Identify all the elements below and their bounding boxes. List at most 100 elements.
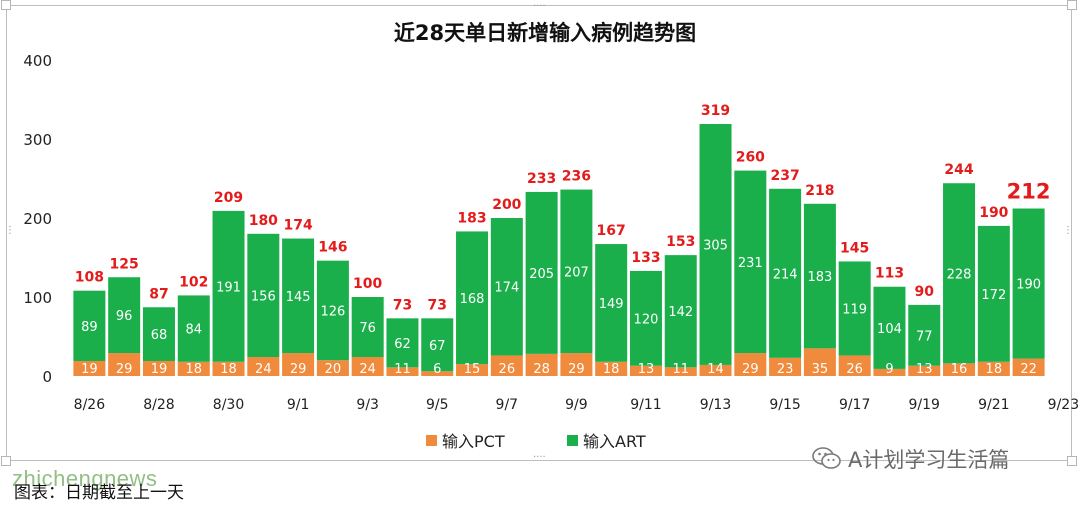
chart-title: 近28天单日新增输入病例趋势图: [394, 21, 696, 45]
data-label-pct: 22: [1020, 362, 1037, 377]
data-label-total: 125: [110, 256, 139, 272]
data-label-pct: 29: [568, 362, 585, 377]
data-label-total: 102: [179, 274, 208, 290]
data-label-art: 172: [981, 288, 1006, 303]
data-label-total: 190: [979, 205, 1008, 221]
x-tick-label: 8/30: [213, 397, 244, 413]
legend-swatch: [426, 435, 437, 446]
data-label-art: 305: [703, 238, 728, 253]
data-label-art: 228: [947, 267, 972, 282]
data-label-pct: 13: [638, 362, 655, 377]
x-tick-label: 9/13: [700, 397, 731, 413]
x-tick-label: 9/19: [909, 397, 940, 413]
data-label-pct: 24: [255, 362, 272, 377]
x-tick-label: 8/28: [143, 397, 174, 413]
data-label-art: 76: [359, 321, 376, 336]
chart-svg: 近28天单日新增输入病例趋势图 0 100 200 300 400 19 89 108 29 9…: [0, 0, 1080, 506]
data-label-art: 119: [842, 302, 867, 317]
x-tick-label: 9/9: [565, 397, 588, 413]
y-tick-label: 0: [42, 368, 52, 386]
data-label-pct: 11: [394, 362, 411, 377]
data-label-pct: 35: [812, 362, 829, 377]
data-label-pct: 19: [81, 362, 98, 377]
data-label-total: 108: [75, 270, 104, 286]
data-label-total: 153: [666, 234, 695, 250]
data-label-art: 104: [877, 322, 902, 337]
data-label-pct: 18: [986, 362, 1003, 377]
data-label-total: 236: [562, 169, 591, 185]
data-label-art: 174: [494, 281, 519, 296]
y-axis: 0 100 200 300 400: [23, 52, 52, 386]
data-label-art: 191: [216, 280, 241, 295]
legend-label: 输入PCT: [442, 432, 505, 451]
data-label-total: 146: [318, 240, 347, 256]
data-label-art: 77: [916, 329, 933, 344]
wechat-credit: A计划学习生活篇: [812, 444, 1009, 474]
wechat-logo-icon: [812, 446, 842, 472]
data-label-total: 209: [214, 190, 243, 206]
x-tick-label: 9/1: [287, 397, 310, 413]
data-label-total: 73: [393, 297, 412, 313]
data-label-total: 133: [631, 250, 660, 266]
data-label-pct: 16: [951, 362, 968, 377]
data-label-art: 190: [1016, 278, 1041, 293]
data-label-pct: 29: [742, 362, 759, 377]
data-label-total: 167: [597, 223, 626, 239]
data-label-total: 200: [492, 197, 521, 213]
data-label-pct: 14: [707, 362, 724, 377]
x-axis: 8/26 8/28 8/30 9/1 9/3 9/5 9/7 9/9 9/11 9/13 9/15 9…: [74, 397, 1079, 413]
legend: 输入PCT 输入ART: [426, 432, 646, 451]
data-label-total: 87: [149, 286, 168, 302]
data-label-pct: 15: [464, 362, 481, 377]
y-tick-label: 100: [23, 289, 52, 307]
data-label-total: 260: [736, 150, 765, 166]
data-label-total: 244: [944, 162, 973, 178]
data-label-art: 183: [807, 270, 832, 285]
data-label-pct: 28: [533, 362, 550, 377]
data-label-pct: 24: [359, 362, 376, 377]
data-label-total: 237: [770, 168, 799, 184]
data-label-art: 205: [529, 267, 554, 282]
data-label-art: 120: [634, 312, 659, 327]
data-label-pct: 18: [603, 362, 620, 377]
x-tick-label: 9/7: [496, 397, 519, 413]
data-label-pct: 9: [885, 362, 893, 377]
data-label-art: 89: [81, 320, 98, 335]
data-label-pct: 26: [499, 362, 516, 377]
data-label-pct: 29: [290, 362, 307, 377]
data-label-total: 233: [527, 171, 556, 187]
data-label-total: 90: [915, 284, 935, 300]
data-label-total: 180: [249, 213, 278, 229]
bars-layer: 1989108299612519688718841021819120924156…: [73, 103, 1050, 377]
data-label-art: 126: [320, 304, 345, 319]
x-tick-label: 9/11: [630, 397, 661, 413]
data-label-art: 214: [773, 267, 798, 282]
data-label-art: 207: [564, 265, 589, 280]
data-label-art: 168: [460, 292, 485, 307]
data-label-art: 231: [738, 256, 763, 271]
data-label-art: 156: [251, 289, 276, 304]
data-label-art: 62: [394, 337, 411, 352]
wechat-label: A计划学习生活篇: [848, 444, 1009, 474]
data-label-total: 145: [840, 240, 869, 256]
data-label-pct: 29: [116, 362, 133, 377]
x-tick-label: 9/17: [839, 397, 870, 413]
data-label-total: 218: [805, 183, 834, 199]
data-label-pct: 20: [325, 362, 342, 377]
data-label-pct: 18: [185, 362, 202, 377]
data-label-total: 174: [283, 218, 312, 234]
data-label-total: 73: [428, 297, 447, 313]
chart-caption: 图表：日期截至上一天: [14, 478, 184, 503]
data-label-total: 113: [875, 266, 904, 282]
data-label-art: 145: [286, 290, 311, 305]
legend-swatch: [567, 435, 578, 446]
y-tick-label: 300: [23, 131, 52, 149]
y-tick-label: 400: [23, 52, 52, 70]
legend-label: 输入ART: [583, 432, 646, 451]
x-tick-label: 9/15: [769, 397, 800, 413]
data-label-art: 68: [151, 328, 168, 343]
x-tick-label: 9/21: [978, 397, 1009, 413]
data-label-pct: 6: [433, 362, 441, 377]
data-label-pct: 18: [220, 362, 237, 377]
y-tick-label: 200: [23, 210, 52, 228]
